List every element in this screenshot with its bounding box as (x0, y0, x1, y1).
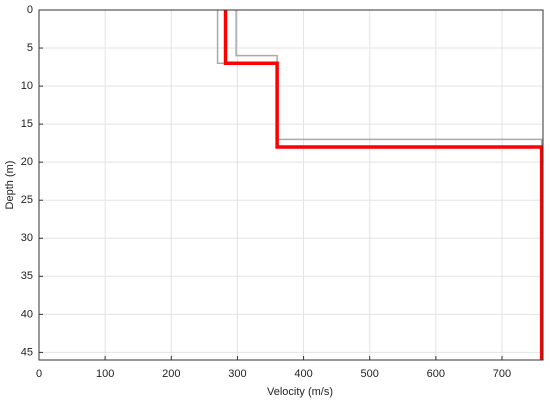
x-axis-label: Velocity (m/s) (267, 386, 333, 398)
y-tick-label: 10 (21, 80, 33, 92)
profile-line (216, 10, 226, 65)
y-tick-label: 5 (27, 42, 33, 54)
x-tick-label: 100 (96, 368, 114, 380)
x-tick-label: 200 (162, 368, 180, 380)
y-tick-label: 15 (21, 118, 33, 130)
x-tick-label: 0 (36, 368, 42, 380)
y-tick-label: 20 (21, 156, 33, 168)
y-axis-label: Depth (m) (4, 161, 16, 210)
x-tick-label: 500 (361, 368, 379, 380)
x-tick-label: 700 (493, 368, 511, 380)
profile-line (223, 10, 544, 360)
y-tick-label: 0 (27, 4, 33, 16)
y-tick-label: 30 (21, 232, 33, 244)
x-tick-label: 300 (228, 368, 246, 380)
y-tick-label: 35 (21, 270, 33, 282)
y-tick-label: 25 (21, 194, 33, 206)
y-tick-label: 40 (21, 308, 33, 320)
x-tick-label: 400 (294, 368, 312, 380)
x-tick-label: 600 (427, 368, 445, 380)
plot-frame (38, 9, 544, 361)
y-tick-label: 45 (21, 346, 33, 358)
profile-line (235, 10, 543, 360)
